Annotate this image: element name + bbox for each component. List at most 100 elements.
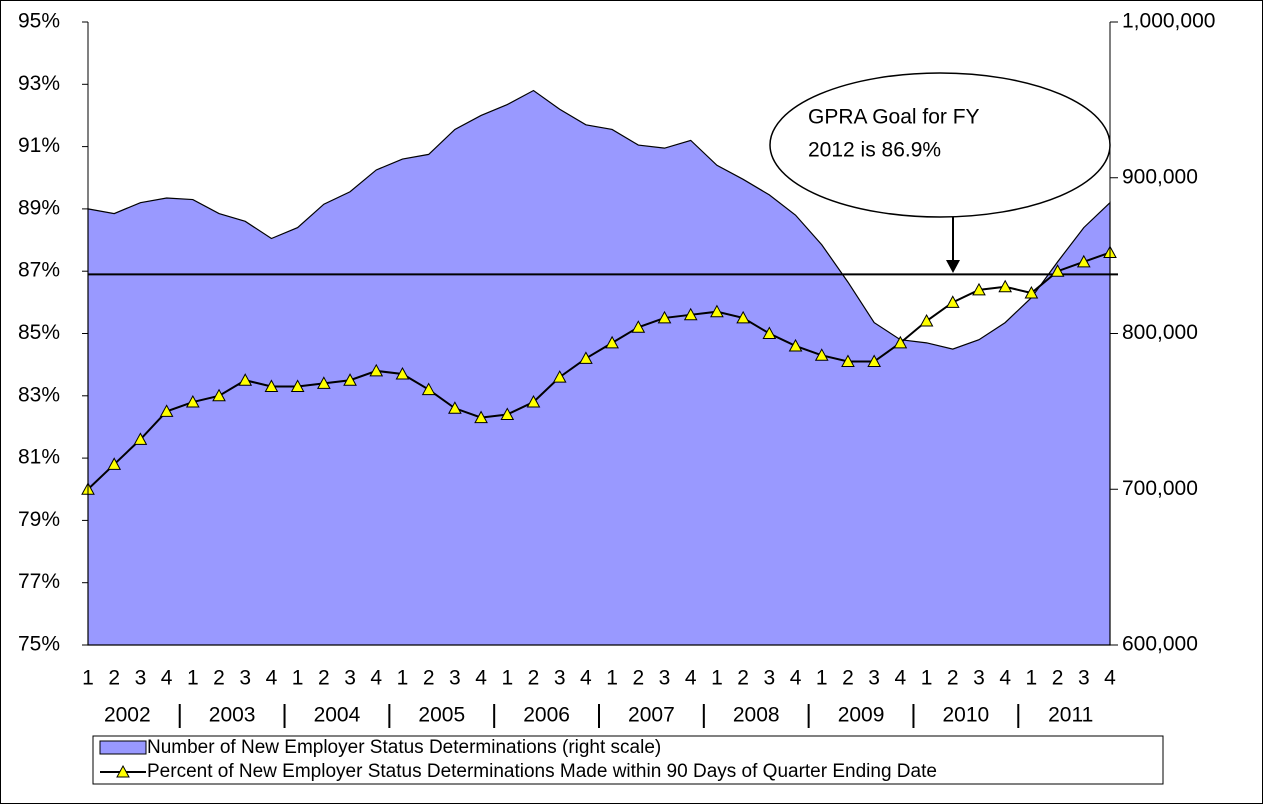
marker (238, 373, 253, 386)
x-tick-label: 4 (790, 667, 802, 690)
y-tick-label: 75% (18, 633, 60, 656)
x-tick-label: 4 (895, 667, 907, 690)
x-tick-label: 3 (135, 667, 147, 690)
marker (343, 373, 357, 386)
x-tick-label: 4 (1104, 667, 1116, 690)
annotation-bubble (769, 72, 1111, 218)
year-label: 2004 (314, 704, 361, 727)
marker (1050, 264, 1065, 277)
marker (133, 432, 148, 445)
marker (1024, 285, 1039, 299)
legend-label: Percent of New Employer Status Determina… (147, 761, 937, 782)
marker (500, 407, 515, 420)
legend-box (92, 735, 1164, 785)
x-tick-label: 2 (213, 667, 225, 690)
marker (579, 351, 593, 364)
y-tick-label: 77% (18, 570, 60, 593)
x-tick-label: 1 (82, 667, 94, 690)
x-tick-label: 4 (370, 667, 382, 690)
marker (814, 348, 829, 361)
area (87, 89, 1111, 646)
x-tick-label: 2 (947, 667, 959, 690)
annotation-arrowhead (946, 260, 960, 273)
year-label: 2003 (209, 704, 256, 727)
x-tick-label: 4 (580, 667, 592, 690)
y-tick-label: 85% (18, 321, 60, 344)
annotation-text: GPRA Goal for FY (808, 106, 980, 129)
y-tick-label: 79% (18, 508, 60, 531)
x-tick-label: 4 (475, 667, 487, 690)
annotation-text: 2012 is 86.9% (808, 139, 941, 162)
x-tick-label: 3 (973, 667, 985, 690)
marker (448, 401, 462, 414)
x-tick-label: 2 (528, 667, 540, 690)
x-tick-label: 4 (161, 667, 173, 690)
x-tick-label: 4 (685, 667, 697, 690)
y-tick-label: 87% (18, 259, 60, 282)
year-label: 2007 (628, 704, 675, 727)
y-tick-label: 81% (18, 446, 60, 469)
line (87, 251, 1111, 490)
marker (683, 307, 698, 321)
x-tick-label: 4 (999, 667, 1011, 690)
marker (474, 410, 488, 424)
marker (526, 394, 541, 408)
legend-swatch (99, 740, 147, 755)
marker (395, 366, 410, 380)
y2-tick-label: 600,000 (1122, 633, 1198, 656)
marker (867, 354, 881, 368)
legend-label: Number of New Employer Status Determinat… (147, 737, 661, 758)
year-label: 2005 (418, 704, 465, 727)
x-tick-label: 3 (659, 667, 671, 690)
x-tick-label: 1 (292, 667, 304, 690)
year-label: 2010 (943, 704, 990, 727)
x-tick-label: 3 (868, 667, 880, 690)
marker (998, 279, 1013, 293)
marker (290, 379, 305, 392)
x-tick-label: 1 (816, 667, 828, 690)
x-tick-label: 1 (711, 667, 723, 690)
x-tick-label: 4 (266, 667, 278, 690)
marker (631, 320, 646, 333)
marker (369, 363, 384, 377)
marker (972, 282, 986, 296)
marker (185, 394, 200, 408)
marker (159, 404, 174, 417)
y-tick-label: 89% (18, 196, 60, 219)
x-tick-label: 3 (763, 667, 775, 690)
marker (788, 338, 803, 352)
y2-tick-label: 700,000 (1122, 477, 1198, 500)
x-tick-label: 2 (737, 667, 749, 690)
marker (710, 304, 724, 318)
x-tick-label: 1 (1026, 667, 1038, 690)
year-label: 2008 (733, 704, 780, 727)
x-tick-label: 3 (239, 667, 251, 690)
x-tick-label: 2 (108, 667, 120, 690)
y-tick-label: 95% (18, 10, 60, 33)
marker (1076, 254, 1091, 268)
x-tick-label: 1 (187, 667, 199, 690)
x-tick-label: 1 (501, 667, 513, 690)
x-tick-label: 2 (318, 667, 330, 690)
marker (212, 388, 226, 402)
year-label: 2006 (523, 704, 570, 727)
x-tick-label: 3 (344, 667, 356, 690)
y2-tick-label: 1,000,000 (1122, 10, 1215, 33)
y-tick-label: 91% (18, 134, 60, 157)
marker (736, 310, 750, 324)
marker (841, 354, 855, 368)
marker (919, 313, 934, 327)
marker (945, 295, 960, 308)
x-tick-label: 3 (1078, 667, 1090, 690)
y2-tick-label: 900,000 (1122, 165, 1198, 188)
legend-marker (116, 764, 130, 778)
marker (657, 310, 672, 324)
marker (264, 379, 279, 392)
x-tick-label: 3 (554, 667, 566, 690)
x-tick-label: 1 (397, 667, 409, 690)
marker (317, 376, 331, 389)
x-tick-label: 3 (449, 667, 461, 690)
marker (421, 382, 436, 396)
marker (107, 457, 122, 470)
